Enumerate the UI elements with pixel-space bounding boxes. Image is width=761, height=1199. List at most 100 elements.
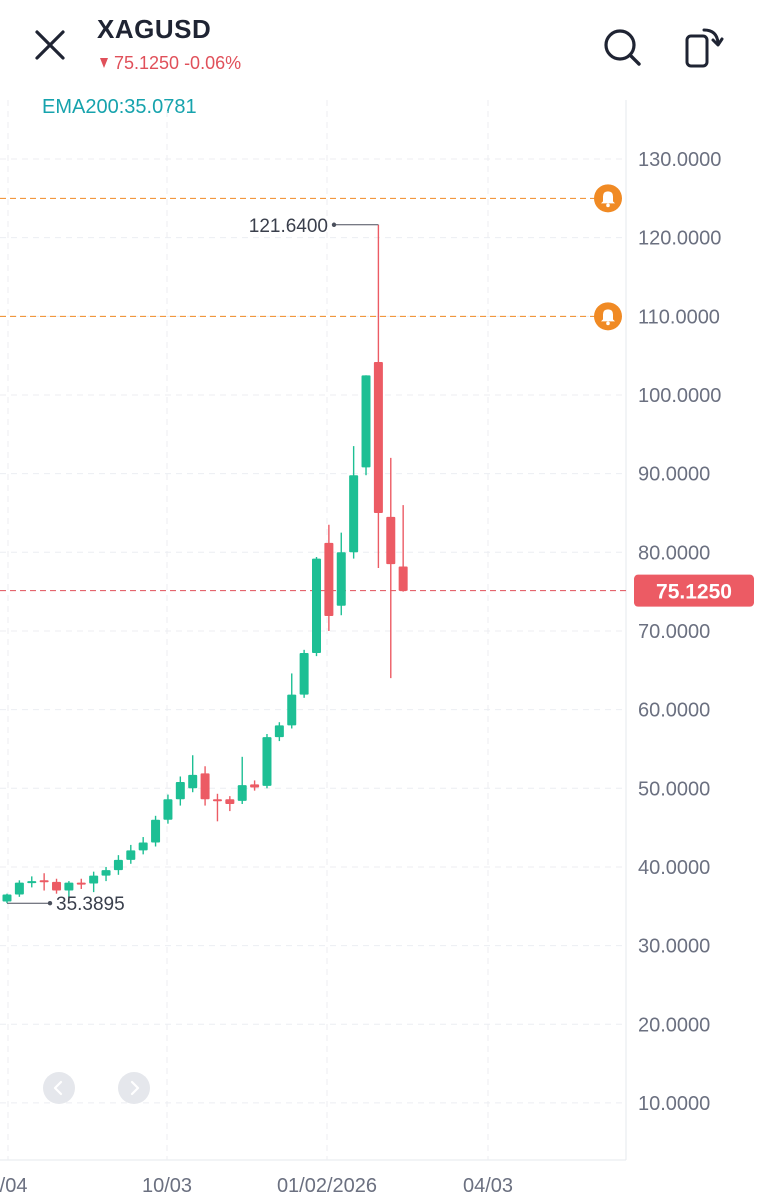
candle-body (373, 361, 383, 513)
candle (101, 866, 111, 882)
candle-body (138, 842, 148, 851)
x-tick-label: 04/03 (463, 1175, 513, 1197)
y-tick-label: 50.0000 (638, 778, 710, 800)
x-tick-label: 10/03 (142, 1175, 192, 1197)
alert-bell-icon (594, 302, 622, 331)
candle (386, 457, 396, 679)
current-price-badge (634, 574, 754, 607)
candle-body (113, 859, 123, 871)
candle (274, 722, 284, 742)
candle (299, 649, 309, 698)
candle (225, 796, 235, 812)
y-tick-label: 30.0000 (638, 936, 710, 958)
scroll-left-button[interactable] (43, 1072, 75, 1104)
candle-body (163, 799, 173, 820)
price-axis: 130.0000 120.0000 110.0000 100.0000 90.0000 8… (638, 149, 721, 1115)
candle-body (76, 882, 86, 885)
current-price-label: 75.1250 (656, 581, 732, 604)
candle-body (2, 894, 12, 902)
candle (2, 893, 12, 904)
candle (361, 375, 371, 476)
chevron-right-icon (130, 1080, 140, 1096)
low-marker-label: 35.3895 (56, 894, 125, 915)
candle-body (101, 870, 111, 876)
candle-body (212, 799, 222, 802)
quote-text: 75.1250 -0.06% (114, 53, 242, 73)
candle-body (386, 516, 396, 565)
candle (138, 837, 148, 855)
candle (175, 776, 185, 806)
candle-body (336, 552, 346, 606)
candle (27, 876, 37, 888)
extreme-markers: 121.6400 35.3895 (7, 216, 379, 915)
y-tick-label: 20.0000 (638, 1014, 710, 1036)
candle (64, 881, 74, 897)
candle (250, 780, 260, 791)
candle-body (52, 881, 62, 891)
candle-body (14, 882, 24, 895)
candle (126, 844, 136, 864)
high-marker-dot (331, 222, 337, 227)
candle-body (299, 652, 309, 695)
y-tick-label: 70.0000 (638, 621, 710, 643)
candle-body (324, 542, 334, 617)
candle (151, 815, 161, 847)
search-button[interactable] (600, 24, 644, 70)
candle (188, 755, 198, 793)
candle (324, 524, 334, 631)
candle (113, 855, 123, 875)
symbol-title: XAGUSD (97, 14, 212, 44)
candle (200, 766, 210, 806)
candle-body (262, 737, 272, 786)
candle (163, 794, 173, 824)
candle-body (287, 694, 297, 726)
y-tick-label: 100.0000 (638, 385, 721, 407)
close-button[interactable] (28, 24, 72, 68)
candles (2, 224, 408, 904)
price-change-quote: 75.1250 -0.06% (100, 53, 241, 74)
candle-body (188, 774, 198, 789)
low-marker-dot (47, 901, 53, 906)
candlestick-chart[interactable]: 75.1250 121.6400 35.3895 130.0000 120.0000… (0, 100, 761, 1199)
y-tick-label: 130.0000 (638, 149, 721, 171)
chart-header: XAGUSD 75.1250 -0.06% (0, 0, 761, 100)
candle (336, 532, 346, 616)
y-tick-label: 90.0000 (638, 464, 710, 486)
candle (52, 878, 62, 894)
candle-body (151, 819, 161, 843)
candle-body (89, 875, 99, 884)
candle-body (250, 784, 260, 788)
search-icon (604, 29, 641, 66)
rotate-screen-icon (685, 28, 724, 68)
candle (398, 505, 408, 592)
down-arrow-icon (100, 58, 108, 68)
y-tick-label: 10.0000 (638, 1093, 710, 1115)
y-tick-label: 110.0000 (638, 306, 720, 328)
candle-body (349, 475, 359, 553)
rotate-screen-button[interactable] (682, 24, 726, 70)
close-icon (35, 30, 65, 60)
candle-body (200, 773, 210, 800)
x-tick-label: 01/02/2026 (277, 1175, 377, 1197)
candle-body (361, 375, 371, 468)
candle (312, 557, 321, 657)
candle-body (64, 882, 74, 891)
high-marker-label: 121.6400 (249, 216, 328, 237)
candle (349, 446, 359, 559)
candle (212, 793, 222, 822)
scroll-right-button[interactable] (118, 1072, 150, 1104)
chevron-left-icon (53, 1080, 63, 1096)
candle (287, 673, 297, 729)
candle (373, 224, 383, 569)
y-tick-label: 60.0000 (638, 700, 710, 722)
alert-bell-icon (594, 184, 622, 213)
candle (237, 756, 247, 805)
y-tick-label: 80.0000 (638, 542, 710, 564)
candle (14, 880, 24, 897)
time-axis: 7/04 10/03 01/02/2026 04/03 (0, 1175, 513, 1197)
y-tick-label: 120.0000 (638, 228, 721, 250)
candle-body (225, 799, 235, 805)
ema-indicator-label: EMA200:35.0781 (42, 96, 197, 118)
x-tick-label: 7/04 (0, 1175, 27, 1197)
candle-body (274, 725, 284, 738)
